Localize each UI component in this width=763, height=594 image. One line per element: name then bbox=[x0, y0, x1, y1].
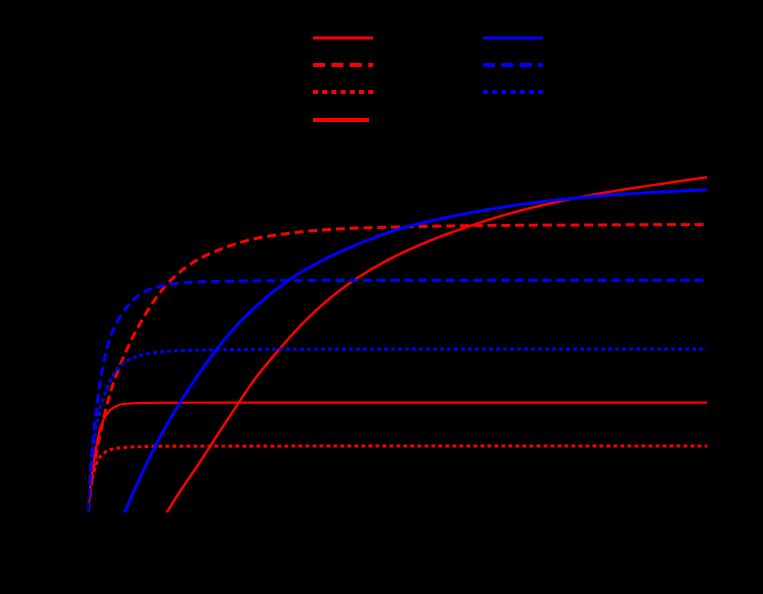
series-line-blue-solid bbox=[122, 188, 708, 514]
series-line-red-dotted bbox=[87, 444, 707, 514]
legend-group bbox=[313, 36, 543, 122]
series-line-blue-dotted bbox=[87, 347, 708, 514]
series-group bbox=[87, 175, 708, 514]
series-line-red-dashed bbox=[87, 223, 708, 514]
series-line-blue-dashed bbox=[87, 278, 708, 514]
series-line-red-thick-solid bbox=[87, 401, 707, 514]
axes-group bbox=[87, 148, 707, 514]
series-line-red-solid bbox=[165, 175, 708, 514]
